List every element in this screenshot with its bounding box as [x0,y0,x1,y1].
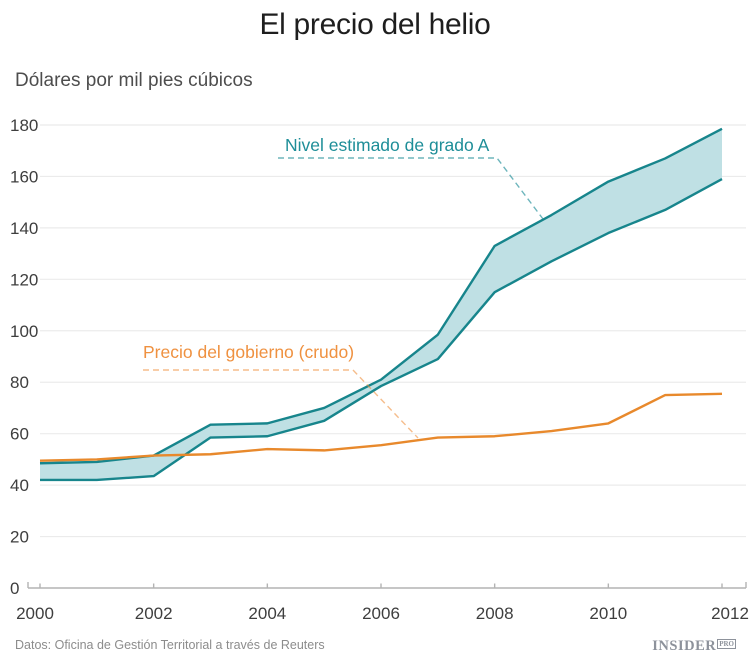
svg-text:2006: 2006 [362,604,400,623]
svg-text:140: 140 [10,219,38,238]
svg-text:2010: 2010 [589,604,627,623]
grade-a-lower-edge [40,177,723,482]
chart-subtitle: Dólares por mil pies cúbicos [15,70,253,91]
insiderpro-logo: INSIDER PRO [652,638,736,655]
helium-price-chart: 0 20 40 60 80 100 120 140 160 180 2000 2002 2004 2006… [10,116,749,623]
svg-text:160: 160 [10,167,38,186]
svg-text:60: 60 [10,425,29,444]
insider-wordmark: INSIDER [652,638,717,654]
svg-text:2000: 2000 [16,604,54,623]
x-axis [27,582,747,589]
chart-footer: Datos: Oficina de Gestión Territorial a … [15,638,736,655]
svg-text:0: 0 [10,579,19,598]
svg-text:180: 180 [10,116,38,135]
government-price-annotation-pointer [143,369,419,439]
svg-text:40: 40 [10,476,29,495]
x-axis-labels: 2000 2002 2004 2006 2008 2010 2012 [16,604,749,623]
svg-text:2002: 2002 [135,604,173,623]
grade-a-annotation-label: Nivel estimado de grado A [285,135,490,155]
pro-badge: PRO [717,639,736,649]
chart-title: El precio del helio [259,8,491,41]
government-price-annotation-label: Precio del gobierno (crudo) [143,342,354,362]
gridlines [40,124,746,538]
y-axis-labels: 0 20 40 60 80 100 120 140 160 180 [10,116,38,598]
svg-text:2008: 2008 [476,604,514,623]
svg-text:100: 100 [10,322,38,341]
svg-text:2012: 2012 [711,604,749,623]
svg-text:80: 80 [10,373,29,392]
government-price-line [39,392,723,462]
data-source: Datos: Oficina de Gestión Territorial a … [15,638,325,652]
grade-a-annotation-pointer [278,157,544,220]
svg-text:20: 20 [10,528,29,547]
svg-text:2004: 2004 [248,604,286,623]
grade-a-band-fill [40,128,722,480]
svg-text:120: 120 [10,270,38,289]
